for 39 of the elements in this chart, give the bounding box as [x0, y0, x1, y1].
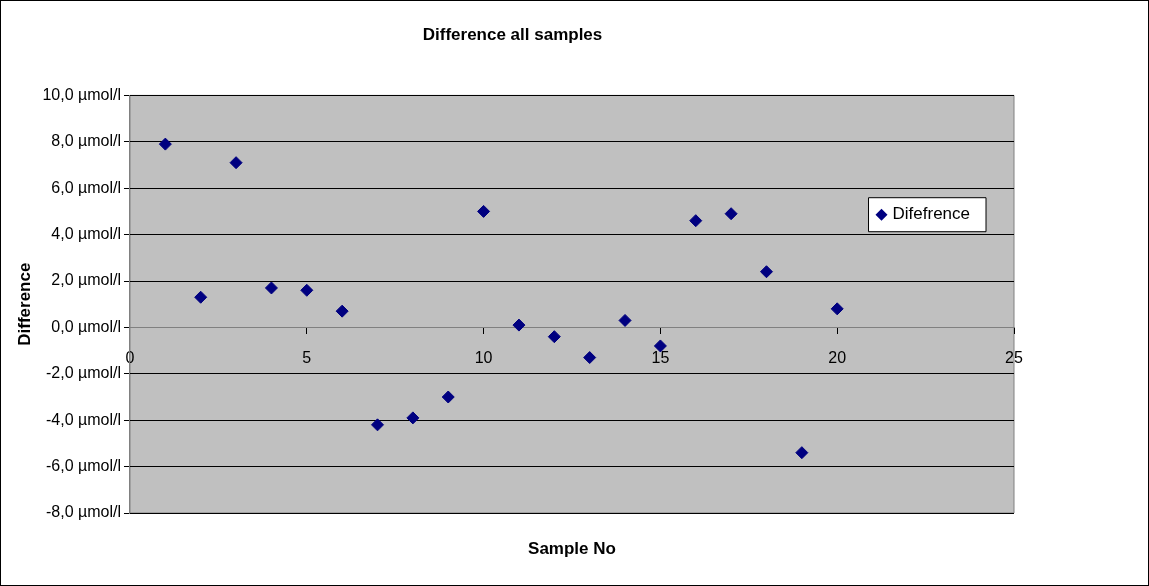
- point: [158, 137, 172, 151]
- x-tick-label: 25: [1005, 349, 1023, 367]
- y-tick-label: 4,0 µmol/l: [51, 225, 121, 243]
- point: [759, 265, 773, 279]
- y-tick-label: -8,0 µmol/l: [45, 503, 121, 521]
- y-tick-label: -2,0 µmol/l: [45, 364, 121, 382]
- point: [264, 281, 278, 295]
- y-axis-title: Difference: [14, 262, 34, 346]
- x-tick-label: 10: [474, 349, 493, 367]
- chart-title: Difference all samples: [422, 24, 603, 44]
- point: [406, 411, 420, 425]
- point: [194, 290, 208, 304]
- y-tick-label: 8,0 µmol/l: [51, 132, 121, 150]
- point: [335, 304, 349, 318]
- point: [795, 446, 809, 460]
- point: [477, 204, 491, 218]
- y-tick-label: -4,0 µmol/l: [45, 410, 121, 428]
- x-axis-title: Sample No: [528, 538, 616, 558]
- point: [547, 330, 561, 344]
- y-tick-label: 6,0 µmol/l: [51, 178, 121, 196]
- point: [300, 283, 314, 297]
- x-tick-label: 15: [651, 349, 670, 367]
- point: [830, 302, 844, 316]
- point: [371, 418, 385, 432]
- point: [618, 313, 632, 327]
- point: [512, 318, 526, 332]
- y-tick-label: -6,0 µmol/l: [45, 457, 121, 475]
- point: [689, 214, 703, 228]
- point: [724, 207, 738, 221]
- y-tick-label: 10,0 µmol/l: [42, 85, 121, 103]
- x-tick-label: 0: [125, 349, 135, 367]
- legend-label: Difefrence: [892, 204, 970, 224]
- point: [583, 351, 597, 365]
- point: [229, 156, 243, 170]
- y-tick-label: 2,0 µmol/l: [51, 271, 121, 289]
- x-tick-label: 20: [828, 349, 847, 367]
- y-tick-label: 0,0 µmol/l: [51, 317, 121, 335]
- point: [441, 390, 455, 404]
- x-tick-label: 5: [302, 349, 312, 367]
